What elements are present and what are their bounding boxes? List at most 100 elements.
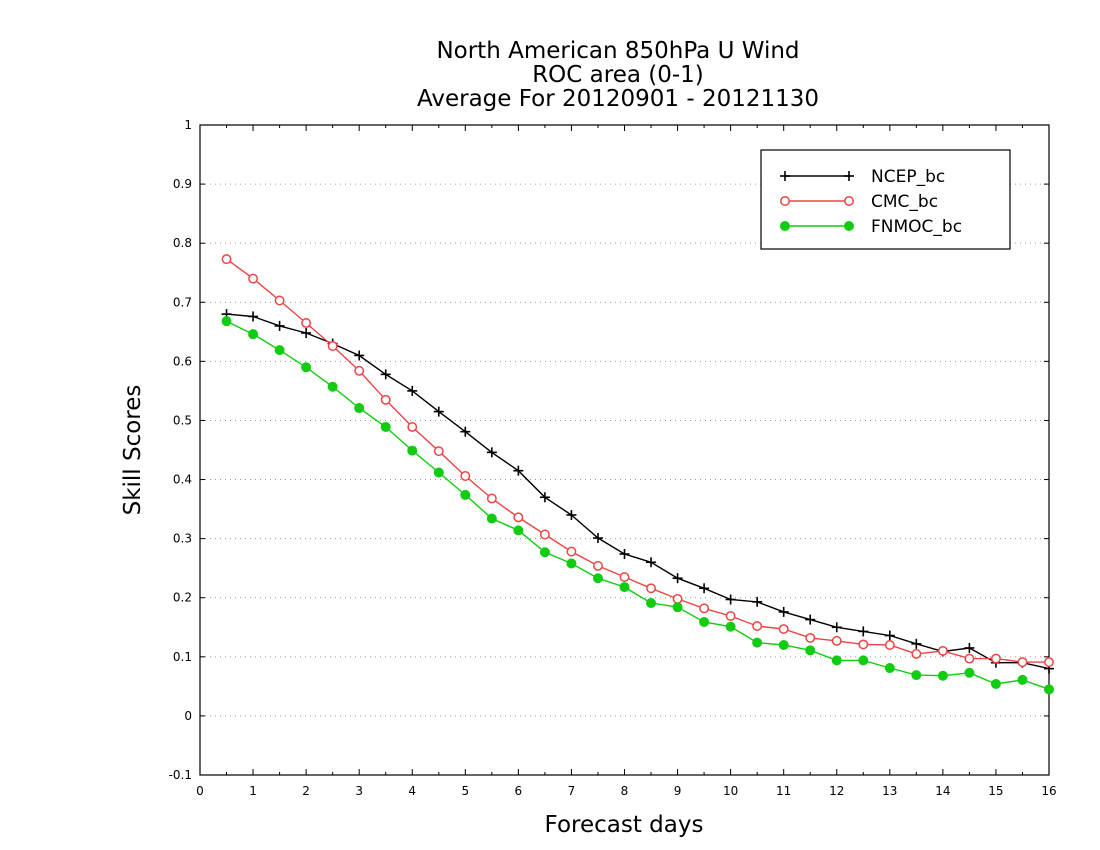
point-cmc-bc-17 [672, 593, 683, 604]
x-tick-label-12: 12 [829, 784, 844, 798]
point-cmc-bc-10 [486, 493, 497, 504]
point-ncep-bc-14 [592, 533, 603, 544]
y-tick-label-9: 0.8 [173, 236, 192, 250]
point-cmc-bc-12 [539, 529, 550, 540]
point-cmc-bc-14 [593, 560, 603, 571]
point-fnmoc-bc-26 [911, 670, 922, 681]
point-cmc-bc-6 [380, 394, 391, 405]
series-fnmoc-bc [221, 316, 1054, 695]
legend-label-ncep-bc: NCEP_bc [871, 167, 945, 187]
point-cmc-bc-0 [221, 254, 232, 265]
point-ncep-bc-6 [380, 369, 391, 380]
point-fnmoc-bc-16 [646, 598, 657, 609]
x-tick-label-5: 5 [461, 784, 469, 798]
legend-label-fnmoc-bc: FNMOC_bc [871, 217, 962, 237]
point-fnmoc-bc-28 [964, 667, 975, 678]
point-fnmoc-bc-0 [221, 316, 232, 327]
point-ncep-bc-20 [752, 596, 763, 607]
x-tick-label-8: 8 [621, 784, 629, 798]
point-cmc-bc-4 [327, 341, 338, 351]
y-tick-label-4: 0.3 [173, 532, 192, 546]
point-ncep-bc-18 [699, 583, 710, 594]
point-ncep-bc-8 [433, 406, 444, 417]
point-cmc-bc-23 [831, 635, 842, 646]
point-cmc-bc-30 [1017, 657, 1028, 668]
point-ncep-bc-26 [911, 638, 922, 649]
point-ncep-bc-16 [646, 557, 657, 568]
point-cmc-bc-5 [354, 365, 365, 376]
chart-title-line-2: ROC area (0-1) [532, 62, 704, 88]
point-cmc-bc-19 [725, 611, 736, 621]
chart-title-line-3: Average For 20120901 - 20121130 [417, 86, 819, 112]
x-tick-label-1: 1 [249, 784, 257, 798]
point-ncep-bc-7 [407, 385, 418, 396]
point-fnmoc-bc-25 [884, 663, 895, 674]
point-cmc-bc-31 [1044, 657, 1054, 668]
point-ncep-bc-15 [619, 549, 630, 559]
point-fnmoc-bc-29 [990, 679, 1001, 689]
point-cmc-bc-8 [433, 446, 444, 457]
point-fnmoc-bc-30 [1017, 674, 1028, 685]
x-tick-label-2: 2 [302, 784, 310, 798]
legend-marker-end-cmc-bc [844, 196, 854, 206]
legend-entry-fnmoc-bc: FNMOC_bc [780, 217, 962, 237]
y-tick-label-6: 0.5 [173, 413, 192, 427]
point-cmc-bc-22 [805, 632, 816, 643]
point-fnmoc-bc-13 [566, 558, 577, 569]
point-ncep-bc-5 [354, 350, 365, 361]
series-cmc-bc [221, 254, 1054, 668]
point-ncep-bc-22 [805, 614, 816, 625]
point-cmc-bc-9 [460, 471, 471, 481]
x-tick-label-4: 4 [408, 784, 416, 798]
point-fnmoc-bc-8 [433, 467, 444, 478]
axes: -0.100.10.20.30.40.50.60.70.80.910 1 2 3 4 5 6… [169, 118, 1057, 798]
x-tick-label-15: 15 [988, 784, 1003, 798]
point-cmc-bc-29 [990, 653, 1001, 664]
point-fnmoc-bc-6 [380, 421, 391, 432]
point-fnmoc-bc-23 [831, 655, 842, 666]
y-tick-label-11: 1 [184, 118, 192, 132]
point-ncep-bc-28 [964, 642, 975, 653]
y-tick-label-1: 0 [184, 709, 192, 723]
point-ncep-bc-12 [539, 492, 550, 503]
point-cmc-bc-25 [884, 640, 895, 650]
chart-title: North American 850hPa U Wind ROC area (0… [417, 38, 819, 112]
legend-entry-ncep-bc: NCEP_bc [780, 167, 945, 187]
point-cmc-bc-26 [911, 648, 922, 659]
y-tick-label-0: -0.1 [169, 768, 192, 782]
point-cmc-bc-2 [274, 295, 285, 306]
point-cmc-bc-11 [513, 512, 524, 523]
point-cmc-bc-3 [301, 318, 312, 328]
x-tick-label-13: 13 [882, 784, 897, 798]
y-tick-label-3: 0.2 [173, 591, 192, 605]
y-tick-label-2: 0.1 [173, 650, 192, 664]
point-ncep-bc-24 [858, 626, 869, 637]
point-ncep-bc-21 [778, 606, 789, 617]
point-fnmoc-bc-24 [858, 655, 869, 666]
point-ncep-bc-23 [831, 622, 842, 633]
series-ncep-bc [221, 309, 1054, 674]
series-line-cmc-bc [226, 258, 1049, 663]
legend: NCEP_bc CMC_bc FNMOC_bc [760, 149, 1011, 250]
point-fnmoc-bc-1 [248, 329, 259, 340]
point-cmc-bc-27 [937, 645, 948, 656]
point-fnmoc-bc-9 [460, 489, 471, 500]
point-cmc-bc-24 [858, 639, 869, 650]
point-ncep-bc-3 [301, 328, 312, 338]
x-tick-label-14: 14 [935, 784, 950, 798]
point-cmc-bc-21 [778, 624, 789, 634]
point-cmc-bc-13 [566, 546, 577, 557]
point-fnmoc-bc-20 [752, 637, 763, 648]
gridlines [200, 183, 1049, 717]
point-ncep-bc-1 [248, 311, 259, 322]
legend-box [760, 149, 1011, 250]
legend-marker-end-fnmoc-bc [844, 221, 854, 231]
point-ncep-bc-25 [884, 630, 895, 641]
point-ncep-bc-13 [566, 510, 577, 520]
point-ncep-bc-17 [672, 573, 683, 584]
point-fnmoc-bc-19 [725, 621, 736, 632]
point-ncep-bc-10 [486, 447, 497, 458]
y-tick-label-10: 0.9 [173, 177, 192, 191]
point-cmc-bc-15 [619, 572, 630, 582]
